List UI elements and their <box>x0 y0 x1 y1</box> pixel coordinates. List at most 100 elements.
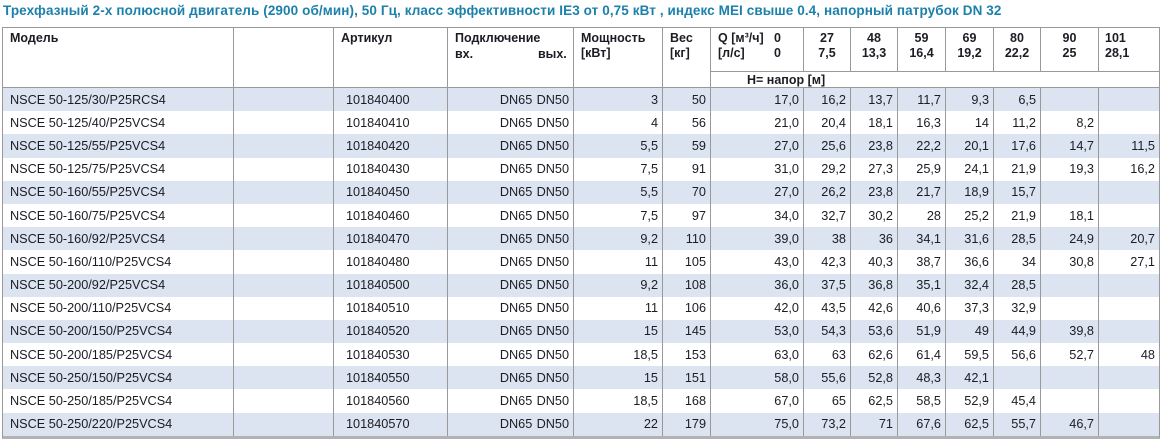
empty-cell <box>234 296 334 320</box>
model-cell: NSCE 50-250/185/P25VCS4 <box>3 389 234 413</box>
head-cell: 39,0 <box>711 227 804 251</box>
power-cell: 5,5 <box>574 180 663 204</box>
head-cell: 48,3 <box>898 366 946 390</box>
power-cell: 4 <box>574 111 663 135</box>
head-cell: 54,3 <box>804 319 851 344</box>
empty-cell <box>234 111 334 135</box>
head-cell: 16,2 <box>804 88 851 112</box>
empty-cell <box>234 88 334 112</box>
table-row: NSCE 50-125/30/P25RCS4 101840400 DN65 DN50 3… <box>3 88 1159 112</box>
head-cell: 38,7 <box>898 250 946 274</box>
head-cell: 58,5 <box>898 389 946 413</box>
head-cell: 14,7 <box>1041 134 1099 158</box>
head-cell: 36 <box>851 227 898 251</box>
outlet-value: DN50 <box>536 92 569 107</box>
flow-ls: 19,2 <box>957 46 982 60</box>
head-cell <box>1041 88 1099 112</box>
col-header-flow-48: 48 13,3 <box>851 28 898 72</box>
inlet-value: DN65 <box>499 324 533 339</box>
head-cell: 42,0 <box>711 296 804 320</box>
flow-ls: 13,3 <box>861 46 887 60</box>
outlet-value: DN50 <box>536 394 569 409</box>
head-cell: 51,9 <box>898 319 946 344</box>
connection-cell: DN65 DN50 <box>448 319 574 344</box>
head-cell: 27,0 <box>711 180 804 204</box>
connection-cell: DN65 DN50 <box>448 203 574 228</box>
empty-cell <box>234 343 334 367</box>
flow-ls: 25 <box>1062 46 1077 60</box>
head-cell: 18,1 <box>1041 203 1099 228</box>
head-cell <box>1099 274 1159 297</box>
article-cell: 101840550 <box>334 366 448 390</box>
connection-in-label: вх. <box>455 47 474 61</box>
head-cell: 11,2 <box>994 111 1041 135</box>
weight-cell: 70 <box>663 180 711 204</box>
flow-ls: 28,1 <box>1105 46 1130 60</box>
table-row: NSCE 50-200/185/P25VCS4 101840530 DN65 DN50… <box>3 343 1159 367</box>
head-cell: 62,5 <box>851 389 898 413</box>
model-cell: NSCE 50-200/110/P25VCS4 <box>3 296 234 320</box>
head-cell: 67,6 <box>898 412 946 436</box>
power-cell: 3 <box>574 88 663 112</box>
head-cell: 48 <box>1140 347 1155 362</box>
head-cell: 23,8 <box>851 134 898 158</box>
head-cell: 28 <box>898 203 946 228</box>
head-cell: 63 <box>804 343 851 367</box>
head-cell: 75,0 <box>711 412 804 436</box>
head-cell <box>1099 413 1159 436</box>
weight-label: Вес <box>670 31 693 45</box>
head-cell: 36,0 <box>711 273 804 297</box>
power-cell: 18,5 <box>574 389 663 413</box>
head-cell: 29,2 <box>804 157 851 181</box>
weight-cell: 145 <box>663 319 711 344</box>
weight-cell: 151 <box>663 366 711 390</box>
article-cell: 101840420 <box>334 134 448 158</box>
connection-cell: DN65 DN50 <box>448 296 574 320</box>
head-cell: 37,5 <box>804 273 851 297</box>
weight-cell: 59 <box>663 134 711 158</box>
head-cell: 39,8 <box>1041 319 1099 344</box>
head-cell: 32,7 <box>804 203 851 228</box>
outlet-value: DN50 <box>536 138 569 153</box>
col-header-model: Модель <box>3 28 234 88</box>
power-unit: [кВт] <box>581 46 611 60</box>
flow-m3h: 48 <box>867 31 881 45</box>
power-cell: 18,5 <box>574 343 663 367</box>
weight-cell: 153 <box>663 343 711 367</box>
head-cell: 25,6 <box>804 134 851 158</box>
power-label: Мощность <box>581 31 646 45</box>
article-cell: 101840500 <box>334 273 448 297</box>
model-cell: NSCE 50-125/40/P25VCS4 <box>3 111 234 135</box>
power-cell: 5,5 <box>574 134 663 158</box>
inlet-value: DN65 <box>499 347 533 362</box>
outlet-value: DN50 <box>536 185 569 200</box>
col-header-flow-27: 27 7,5 <box>804 28 851 72</box>
head-cell: 13,7 <box>851 88 898 112</box>
head-cell <box>1099 111 1159 134</box>
col-header-flow-101: 101 28,1 <box>1099 28 1159 72</box>
weight-unit: [кг] <box>670 46 690 60</box>
table-row: NSCE 50-250/220/P25VCS4 101840570 DN65 DN50… <box>3 412 1159 436</box>
inlet-value: DN65 <box>499 254 533 269</box>
article-cell: 101840400 <box>334 88 448 112</box>
table-row: NSCE 50-125/75/P25VCS4 101840430 DN65 DN50 7… <box>3 157 1159 181</box>
head-cell: 58,0 <box>711 366 804 390</box>
empty-cell <box>234 412 334 436</box>
table-row: NSCE 50-250/150/P25VCS4 101840550 DN65 DN50… <box>3 366 1159 390</box>
empty-cell <box>234 319 334 344</box>
empty-cell <box>234 180 334 204</box>
connection-cell: DN65 DN50 <box>448 273 574 297</box>
head-cell <box>1099 181 1159 204</box>
head-cell: 34,0 <box>711 203 804 228</box>
article-cell: 101840570 <box>334 412 448 436</box>
connection-cell: DN65 DN50 <box>448 343 574 367</box>
flow-ls: 7,5 <box>818 46 836 60</box>
outlet-value: DN50 <box>536 301 569 316</box>
model-cell: NSCE 50-125/75/P25VCS4 <box>3 157 234 181</box>
empty-cell <box>234 227 334 251</box>
flow-m3h: 59 <box>914 31 929 45</box>
head-cell: 37,3 <box>946 296 994 320</box>
head-cell: 28,5 <box>994 273 1041 297</box>
article-cell: 101840470 <box>334 227 448 251</box>
head-cell <box>1041 273 1099 297</box>
